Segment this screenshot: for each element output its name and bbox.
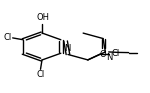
- Text: N: N: [64, 44, 70, 53]
- Text: Cl: Cl: [111, 49, 119, 58]
- Text: O: O: [100, 49, 106, 58]
- Text: OH: OH: [37, 13, 50, 22]
- Text: N: N: [106, 53, 112, 62]
- Text: Cl: Cl: [36, 70, 45, 79]
- Text: Cl: Cl: [4, 33, 12, 42]
